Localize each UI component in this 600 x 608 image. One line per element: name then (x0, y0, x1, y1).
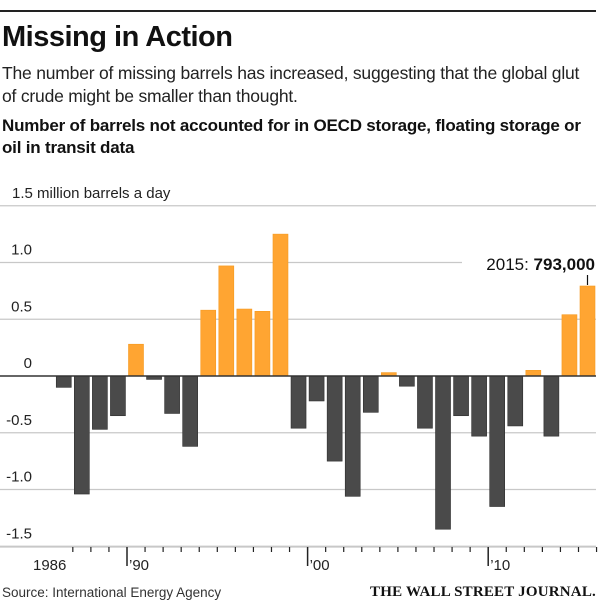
bar-2012 (525, 370, 542, 377)
y-tick-label: -0.5 (6, 412, 32, 429)
x-tick-label: ’10 (490, 557, 510, 574)
bar-1992 (164, 375, 180, 414)
bar-2011 (507, 375, 524, 427)
source-note: Source: International Energy Agency (2, 585, 222, 600)
bar-1986 (55, 375, 72, 388)
bars (55, 233, 596, 530)
chart-subtitle: The number of missing barrels has increa… (2, 63, 580, 106)
y-axis-labels: 1.5 million barrels a day 1.0 0.5 0 -0.5 -1.0… (6, 185, 171, 543)
bar-1997 (254, 311, 271, 377)
bar-1990 (128, 343, 144, 377)
bar-2007 (435, 375, 451, 530)
bar-2015 (579, 285, 596, 377)
annotation-group: 2015: 793,000 (486, 255, 595, 285)
bar-2009 (471, 375, 487, 437)
x-tick-label: 1986 (33, 557, 66, 574)
x-tick-label: ’00 (310, 557, 330, 574)
bar-2005 (399, 375, 415, 387)
bar-2003 (362, 375, 379, 413)
bar-2001 (326, 375, 343, 462)
y-tick-label: -1.5 (6, 525, 32, 542)
bar-1989 (110, 375, 126, 417)
bar-2008 (453, 375, 469, 417)
bar-1999 (290, 375, 307, 429)
bar-2010 (489, 375, 506, 507)
bar-1996 (236, 308, 253, 377)
bar-2000 (308, 375, 325, 402)
top-rule (0, 10, 596, 12)
bar-2006 (417, 375, 433, 429)
x-tick-label: ’90 (129, 557, 149, 574)
publisher-logo: THE WALL STREET JOURNAL. (370, 584, 596, 600)
bar-2014 (561, 314, 578, 377)
x-axis: 1986 ’90 ’00 ’10 (0, 546, 598, 574)
bar-2002 (344, 375, 361, 497)
y-tick-label: 0.5 (11, 298, 32, 315)
bar-1998 (272, 233, 289, 377)
chart-title: Missing in Action (2, 21, 233, 53)
annotation-label: 2015: 793,000 (486, 255, 595, 274)
bar-1995 (218, 265, 235, 377)
bar-1994 (200, 309, 217, 377)
chart-heading: Number of barrels not accounted for in O… (2, 116, 581, 157)
y-tick-label: -1.0 (6, 469, 32, 486)
y-tick-label: 0 (24, 355, 32, 372)
y-tick-label: 1.5 million barrels a day (12, 185, 171, 202)
bar-1993 (182, 375, 198, 447)
bar-1988 (92, 375, 108, 430)
bar-1987 (74, 375, 90, 495)
annotation-prefix: 2015: (486, 255, 533, 274)
bar-2013 (543, 375, 560, 437)
annotation-value: 793,000 (534, 255, 595, 274)
y-tick-label: 1.0 (11, 242, 32, 259)
